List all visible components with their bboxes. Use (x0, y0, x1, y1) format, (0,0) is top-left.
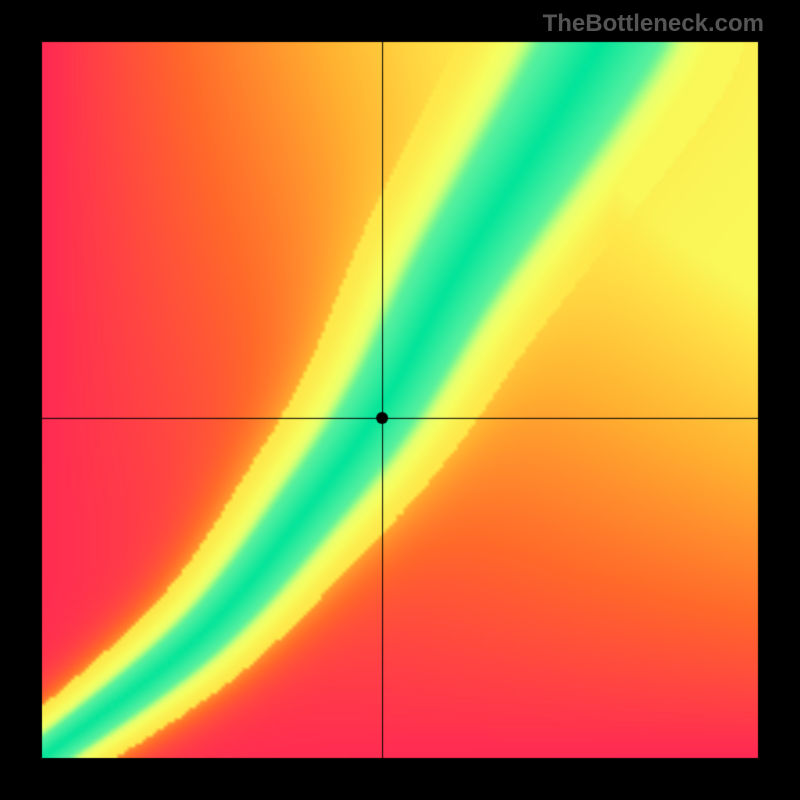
heatmap-canvas (0, 0, 800, 800)
watermark-text: TheBottleneck.com (543, 10, 764, 38)
chart-container: TheBottleneck.com (0, 0, 800, 800)
